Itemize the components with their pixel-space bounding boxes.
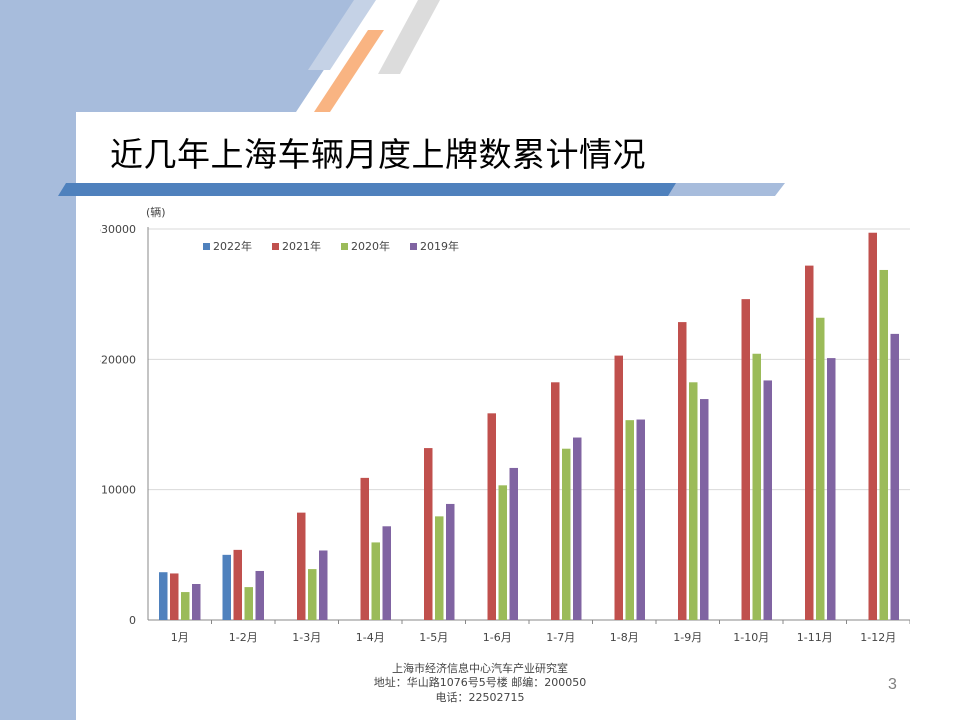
legend-label: 2021年 <box>282 239 321 253</box>
bar-2022年-1-2月 <box>222 554 231 620</box>
x-tick-label: 1-2月 <box>229 631 258 644</box>
bar-2019年-1-2月 <box>255 570 264 620</box>
header-stripe-orange <box>314 30 384 112</box>
bar-2021年-1-2月 <box>233 549 242 620</box>
bar-2020年-1-3月 <box>308 569 317 620</box>
bar-2020年-1-12月 <box>879 269 888 620</box>
bar-2020年-1-11月 <box>816 317 825 620</box>
bar-2021年-1-3月 <box>297 512 306 620</box>
bar-2021年-1-12月 <box>868 232 877 620</box>
bar-2021年-1-9月 <box>678 322 687 620</box>
x-tick-label: 1-8月 <box>610 631 639 644</box>
legend-swatch <box>272 243 279 250</box>
legend-label: 2019年 <box>420 239 459 253</box>
sidebar-panel <box>0 0 76 720</box>
bar-2020年-1月 <box>181 592 190 620</box>
bar-2019年-1-4月 <box>382 526 391 620</box>
bar-2021年-1-6月 <box>487 413 496 620</box>
bar-2019年-1-12月 <box>890 333 899 620</box>
bar-2019年-1-9月 <box>700 399 709 620</box>
bar-2020年-1-7月 <box>562 448 571 620</box>
legend-swatch <box>341 243 348 250</box>
y-unit-label: (辆) <box>146 205 166 219</box>
footer-phone: 电话：22502715 <box>435 691 525 704</box>
bar-2021年-1-8月 <box>614 355 623 620</box>
bar-2019年-1月 <box>192 584 201 620</box>
legend-swatch <box>203 243 210 250</box>
page-number: 3 <box>888 676 897 693</box>
y-tick-label: 630000 <box>100 223 136 236</box>
y-tick-label: 420000 <box>100 353 136 366</box>
x-tick-label: 1-7月 <box>546 631 575 644</box>
footer-org: 上海市经济信息中心汽车产业研究室 <box>392 662 568 675</box>
bar-2021年-1-10月 <box>741 299 750 620</box>
header-background <box>0 0 370 112</box>
footer-address: 地址：华山路1076号5号楼 邮编：200050 <box>373 676 587 689</box>
x-tick-label: 1-4月 <box>356 631 385 644</box>
bars <box>159 232 899 620</box>
axes <box>147 227 910 624</box>
bar-2020年-1-10月 <box>752 353 761 620</box>
bar-2020年-1-5月 <box>435 516 444 620</box>
x-tick-label: 1-5月 <box>419 631 448 644</box>
bar-2021年-1-11月 <box>805 265 814 620</box>
bar-2019年-1-10月 <box>763 380 772 620</box>
x-tick-label: 1-12月 <box>860 631 896 644</box>
x-tick-label: 1月 <box>171 631 189 644</box>
gridlines <box>148 228 910 491</box>
bar-2021年-1月 <box>170 573 179 620</box>
bar-chart: 0 210000 420000 630000 1月 1-2月 1-3月 1-4月 1-5月 1-6… <box>100 205 910 644</box>
x-tick-label: 1-10月 <box>733 631 769 644</box>
x-tick-label: 1-11月 <box>797 631 833 644</box>
y-tick-label: 210000 <box>100 484 136 497</box>
legend-label: 2022年 <box>213 239 252 253</box>
bar-2021年-1-5月 <box>424 448 433 620</box>
header-stripe-dark <box>308 0 376 70</box>
bar-2021年-1-4月 <box>360 477 369 620</box>
legend: 2022年 2021年 2020年 2019年 <box>203 239 459 253</box>
bar-2019年-1-11月 <box>827 358 836 620</box>
legend-label: 2020年 <box>351 239 390 253</box>
x-tick-label: 1-9月 <box>673 631 702 644</box>
x-tick-label: 1-3月 <box>292 631 321 644</box>
x-tick-label: 1-6月 <box>483 631 512 644</box>
bar-2019年-1-5月 <box>446 503 455 620</box>
tick-labels: 0 210000 420000 630000 1月 1-2月 1-3月 1-4月 1-5月 1-6… <box>100 223 896 644</box>
bar-2019年-1-8月 <box>636 419 645 620</box>
header-stripe-grey <box>378 0 440 74</box>
bar-2022年-1月 <box>159 572 168 620</box>
bar-2021年-1-7月 <box>551 382 560 620</box>
bar-2019年-1-3月 <box>319 550 328 620</box>
bar-2020年-1-4月 <box>371 542 380 620</box>
bar-2019年-1-7月 <box>573 437 582 620</box>
bar-2020年-1-9月 <box>689 382 698 620</box>
y-tick-label: 0 <box>129 614 136 627</box>
bar-2020年-1-6月 <box>498 485 507 620</box>
bar-2020年-1-2月 <box>244 587 253 620</box>
legend-swatch <box>410 243 417 250</box>
bar-2019年-1-6月 <box>509 467 518 620</box>
bar-2020年-1-8月 <box>625 420 634 620</box>
slide-title: 近几年上海车辆月度上牌数累计情况 <box>110 135 646 174</box>
